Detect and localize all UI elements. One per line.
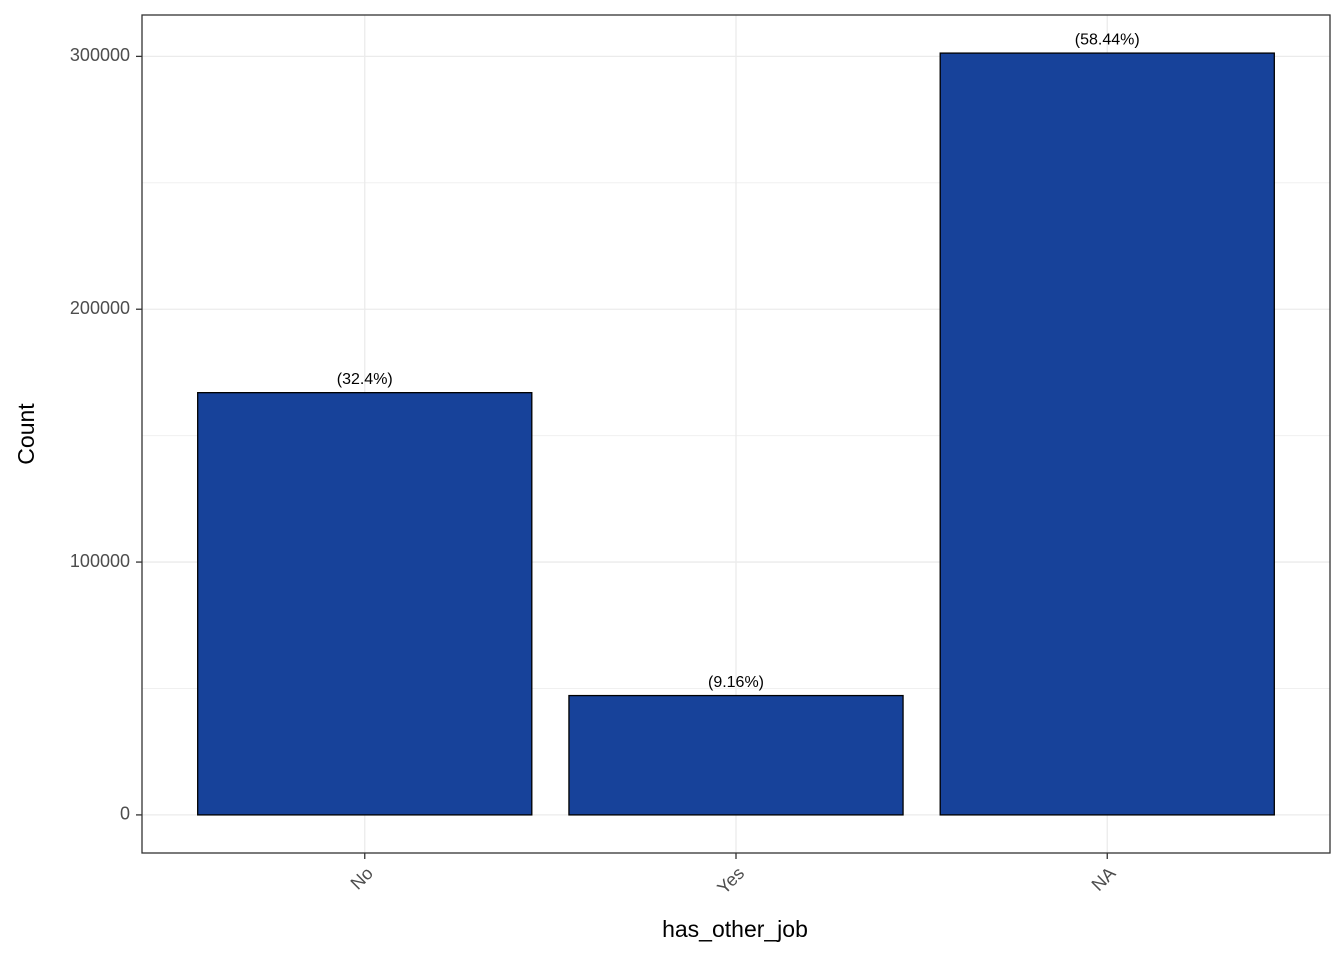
bar — [939, 52, 1275, 816]
bar — [197, 392, 533, 816]
bar — [568, 694, 904, 816]
y-tick-label: 200000 — [70, 298, 130, 318]
bar-label: (32.4%) — [337, 371, 393, 388]
bar-label: (9.16%) — [708, 674, 764, 691]
y-tick-label: 100000 — [70, 551, 130, 571]
y-tick-label: 300000 — [70, 45, 130, 65]
y-axis-title: Count — [13, 403, 39, 465]
plot-border — [141, 14, 1331, 854]
y-tick-label: 0 — [120, 804, 130, 824]
bar-label: (58.44%) — [1075, 31, 1140, 48]
x-axis-title: has_other_job — [662, 916, 808, 942]
